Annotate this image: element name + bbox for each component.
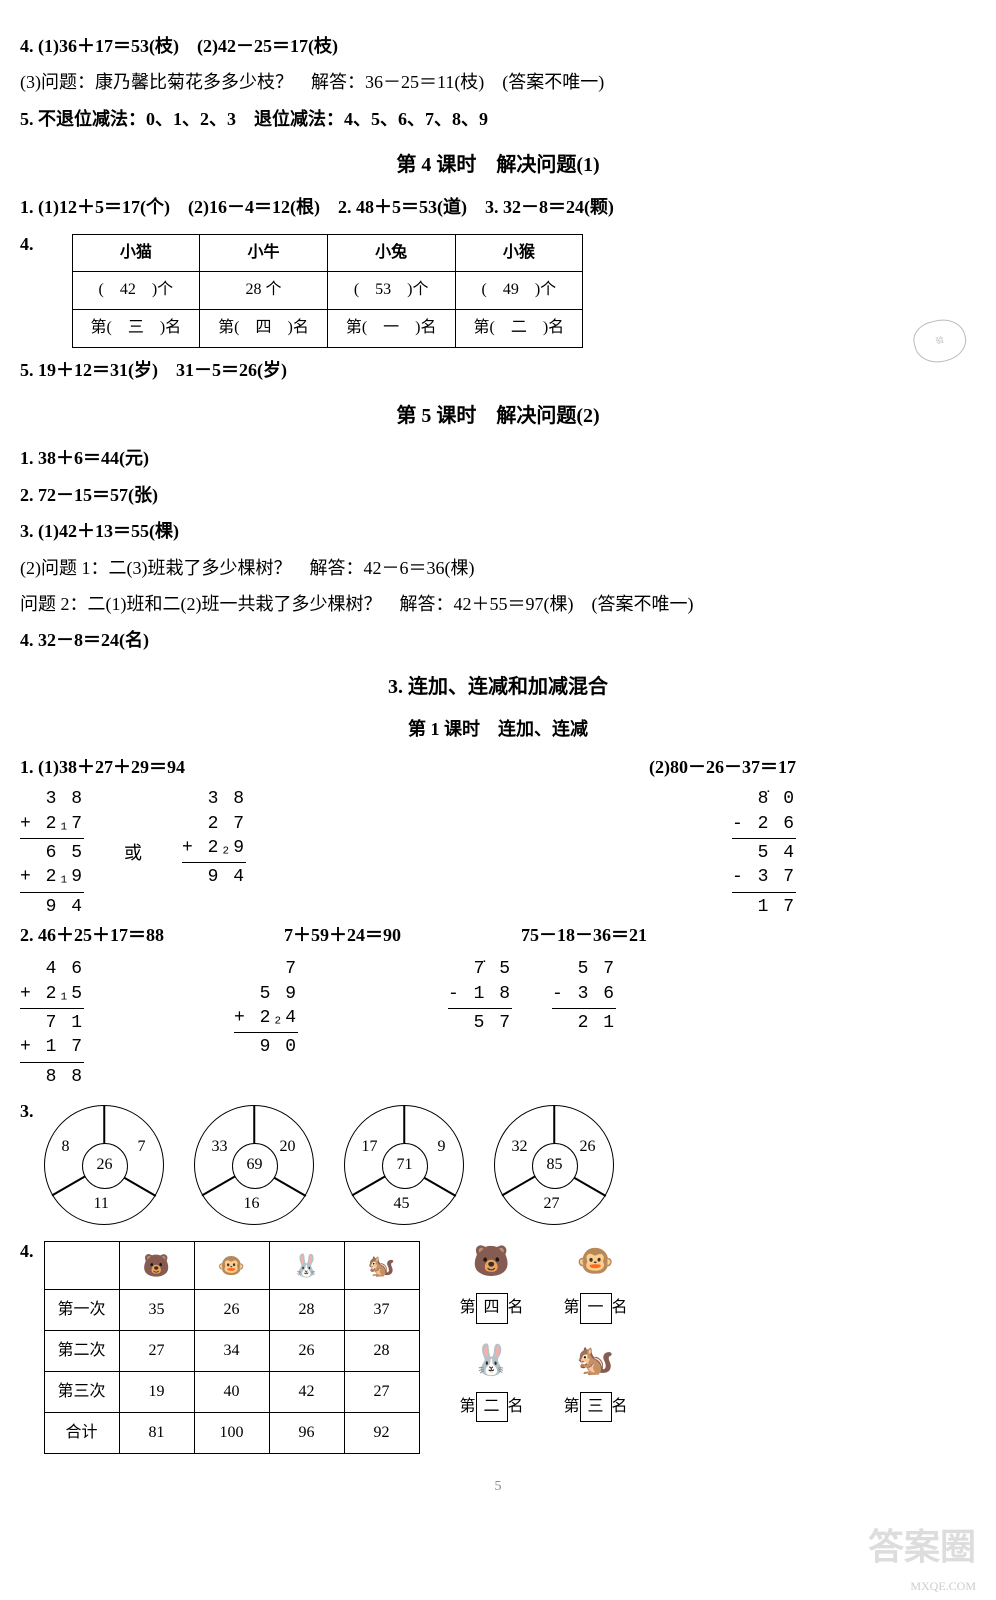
td: 28 个 — [200, 272, 328, 310]
th: 小猫 — [72, 234, 200, 272]
pre-l3: 5. 不退位减法：0、1、2、3 退位减法：4、5、6、7、8、9 — [20, 103, 976, 135]
pre-l1: 4. (1)36＋17＝53(枝) (2)42－25＝17(枝) — [20, 30, 976, 62]
varith-q1c: 8̇ 0- 2 6 5 4- 3 7 1 7 — [732, 787, 796, 918]
lesson5-l3: 3. (1)42＋13＝55(棵) — [20, 515, 976, 547]
td: 第( 二 )名 — [455, 310, 583, 348]
q2-e1: 2. 46＋25＋17＝88 — [20, 919, 164, 951]
td: 第( 一 )名 — [327, 310, 455, 348]
td: 第( 三 )名 — [72, 310, 200, 348]
varith-q2a: 4 6+ 2₁5 7 1+ 1 7 8 8 — [20, 957, 84, 1088]
varith-q2b: 7 5 9+ 2₂4 9 0 — [234, 957, 298, 1059]
section3-subtitle: 第 1 课时 连加、连减 — [20, 713, 976, 745]
q4-label: 4. — [20, 1235, 34, 1267]
pre-l2: (3)问题：康乃馨比菊花多多少枝？ 解答：36－25＝11(枝) (答案不唯一) — [20, 66, 976, 98]
lesson4-q4-label: 4. — [20, 228, 34, 354]
q3-label: 3. — [20, 1095, 34, 1127]
lesson4-l1: 1. (1)12＋5＝17(个) (2)16－4＝12(根) 2. 48＋5＝5… — [20, 191, 976, 223]
lesson5-l6: 4. 32－8＝24(名) — [20, 624, 976, 656]
page-number: 5 — [20, 1474, 976, 1499]
lesson4-title: 第 4 课时 解决问题(1) — [20, 147, 976, 183]
lesson5-l2: 2. 72－15＝57(张) — [20, 479, 976, 511]
lesson5-title: 第 5 课时 解决问题(2) — [20, 398, 976, 434]
q1-head-l: 1. (1)38＋27＋29＝94 — [20, 751, 185, 783]
circles-row: 26 8 7 11 69 33 20 16 71 17 9 45 85 32 2… — [44, 1105, 614, 1225]
watermark-sub: MXQE.COM — [910, 1576, 976, 1598]
th: 小猴 — [455, 234, 583, 272]
td: ( 53 )个 — [327, 272, 455, 310]
or-word: 或 — [124, 837, 142, 869]
varith-q1a: 3 8+ 2₁7 6 5+ 2₁9 9 4 — [20, 787, 84, 918]
q1-head-r: (2)80－26－37＝17 — [649, 751, 796, 783]
q4-table: 🐻🐵🐰🐿️第一次35262837第二次27342628第三次19404227合计… — [44, 1241, 420, 1455]
th: 小兔 — [327, 234, 455, 272]
lesson4-table: 小猫 小牛 小兔 小猴 ( 42 )个 28 个 ( 53 )个 ( 49 )个… — [72, 234, 584, 348]
q2-e2: 7＋59＋24＝90 — [284, 919, 401, 951]
varith-q1b: 3 8 2 7+ 2₂9 9 4 — [182, 787, 246, 889]
varith-q2c: 7̇ 5- 1 8 5 7 — [448, 957, 512, 1035]
q2-e3: 75－18－36＝21 — [521, 919, 647, 951]
th: 小牛 — [200, 234, 328, 272]
section3-title: 3. 连加、连减和加减混合 — [20, 669, 976, 705]
lesson5-l5: 问题 2：二(1)班和二(2)班一共栽了多少棵树？ 解答：42＋55＝97(棵)… — [20, 588, 976, 620]
lesson5-l1: 1. 38＋6＝44(元) — [20, 442, 976, 474]
td: ( 42 )个 — [72, 272, 200, 310]
lesson4-l5: 5. 19＋12＝31(岁) 31－5＝26(岁) — [20, 354, 976, 386]
td: ( 49 )个 — [455, 272, 583, 310]
rank-panel: 🐻第四名🐵第一名🐰第二名🐿️第三名 — [460, 1235, 628, 1423]
lesson5-l4: (2)问题 1：二(3)班栽了多少棵树？ 解答：42－6＝36(棵) — [20, 552, 976, 584]
td: 第( 四 )名 — [200, 310, 328, 348]
varith-q2d: 5 7- 3 6 2 1 — [552, 957, 616, 1035]
watermark: 答案圈 — [868, 1515, 976, 1580]
